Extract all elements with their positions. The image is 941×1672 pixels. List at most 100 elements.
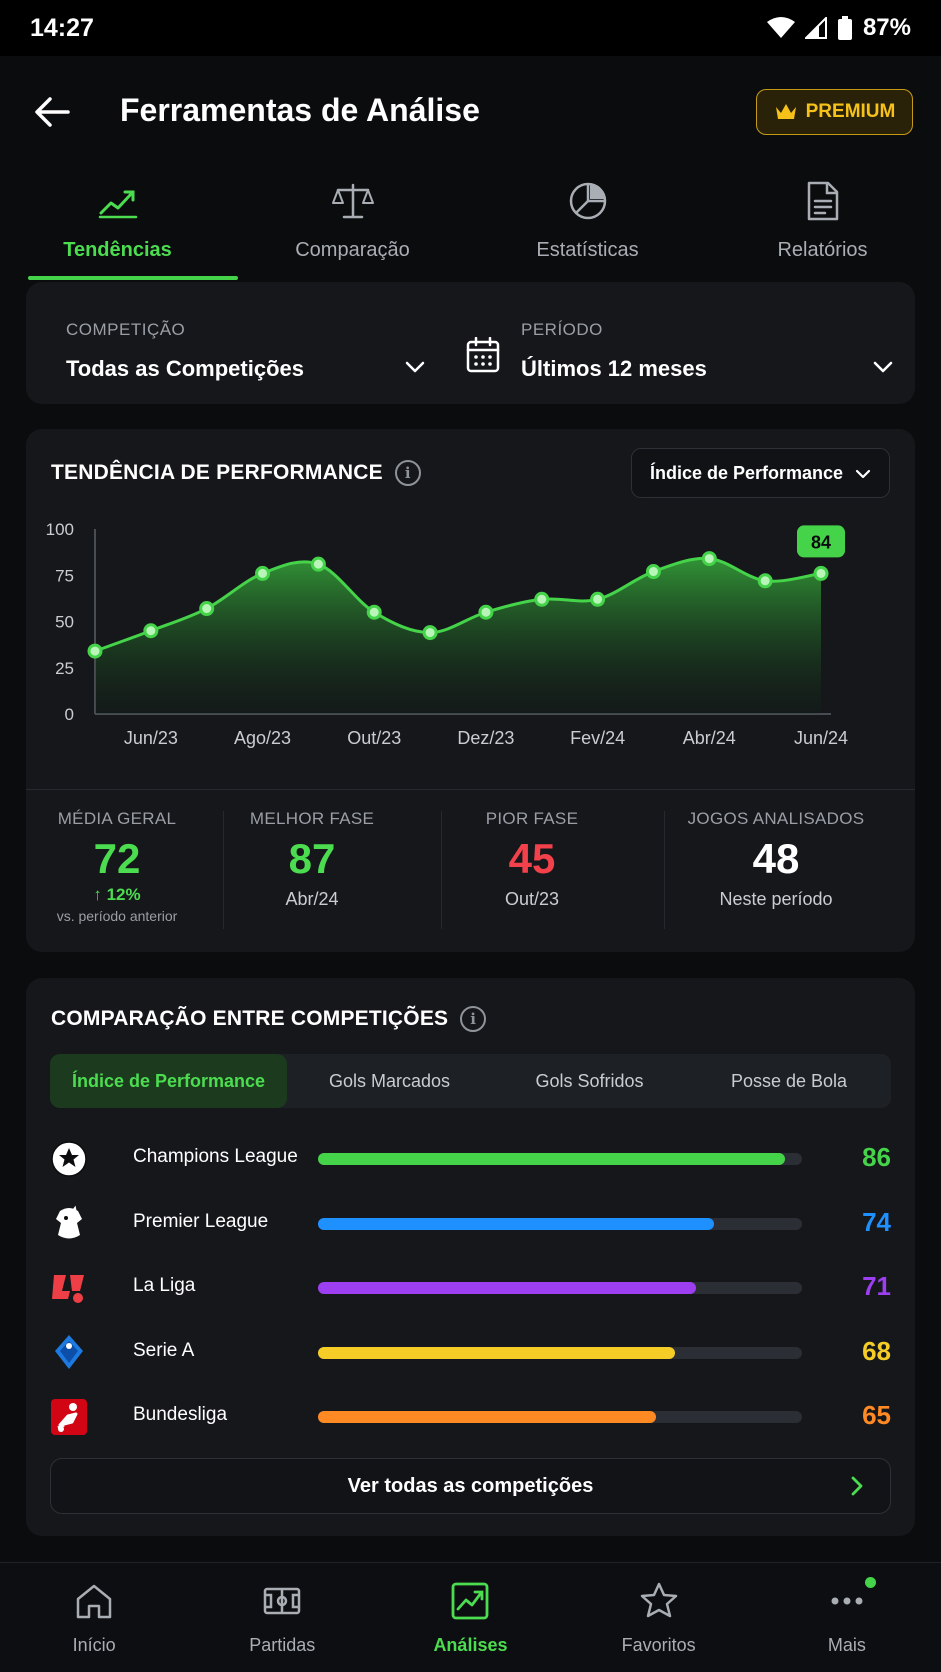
status-time: 14:27 xyxy=(30,13,94,42)
competition-value: 65 xyxy=(862,1400,891,1430)
more-icon xyxy=(831,1597,863,1605)
data-point xyxy=(534,591,550,607)
page-title: Ferramentas de Análise xyxy=(120,92,480,128)
data-point xyxy=(310,556,326,572)
competition-row[interactable]: Bundesliga 65 xyxy=(50,1394,891,1438)
app-header: Ferramentas de Análise PREMIUM xyxy=(0,56,941,174)
progress-track xyxy=(318,1282,802,1294)
competition-name: Bundesliga xyxy=(133,1404,228,1425)
nav-partidas[interactable]: Partidas xyxy=(188,1563,376,1672)
tab-label: Tendências xyxy=(63,239,172,261)
data-point xyxy=(366,604,382,620)
scale-icon xyxy=(331,179,375,223)
data-point xyxy=(645,564,661,580)
data-point xyxy=(478,604,494,620)
data-point xyxy=(590,591,606,607)
nav-label: Análises xyxy=(433,1635,508,1655)
competition-name: La Liga xyxy=(133,1275,196,1296)
stat-label: JOGOS ANALISADOS xyxy=(687,809,865,828)
signal-icon xyxy=(804,17,827,39)
competition-row[interactable]: Champions League 86 xyxy=(50,1136,891,1180)
info-icon[interactable]: i xyxy=(394,460,421,486)
progress-fill xyxy=(318,1153,786,1165)
tab-tendencias[interactable]: Tendências xyxy=(0,174,238,282)
tab-estatisticas[interactable]: Estatísticas xyxy=(470,174,705,282)
x-tick-label: Dez/23 xyxy=(457,728,514,748)
back-arrow-icon[interactable] xyxy=(32,92,72,132)
progress-track xyxy=(318,1153,802,1165)
y-tick-label: 50 xyxy=(55,613,74,632)
stat-note: vs. período anterior xyxy=(56,908,178,924)
progress-fill xyxy=(318,1218,714,1230)
competition-name: Serie A xyxy=(133,1340,195,1361)
see-all-competitions-button[interactable]: Ver todas as competições xyxy=(50,1458,891,1514)
competition-value: 86 xyxy=(862,1142,891,1172)
competition-filter[interactable]: COMPETIÇÃO Todas as Competições xyxy=(26,282,466,404)
nav-mais[interactable]: Mais xyxy=(753,1563,941,1672)
segment-goals-conceded[interactable]: Gols Sofridos xyxy=(535,1070,644,1091)
segment-goals-scored[interactable]: Gols Marcados xyxy=(328,1070,451,1091)
tab-label: Estatísticas xyxy=(536,239,639,261)
trend-icon xyxy=(96,179,140,223)
trend-title-text: TENDÊNCIA DE PERFORMANCE xyxy=(51,461,383,484)
data-point xyxy=(422,625,438,641)
competition-row[interactable]: Serie A 68 xyxy=(50,1330,891,1374)
divider xyxy=(441,811,442,929)
competition-value: 74 xyxy=(862,1207,891,1237)
segment-performance[interactable]: Índice de Performance xyxy=(50,1054,287,1108)
filters-card: COMPETIÇÃO Todas as Competições PERÍODO … xyxy=(26,282,915,404)
nav-analises[interactable]: Análises xyxy=(376,1563,564,1672)
metric-segmented-control: Índice de Performance Gols Marcados Gols… xyxy=(50,1054,891,1108)
pitch-icon xyxy=(264,1587,301,1615)
progress-fill xyxy=(318,1411,656,1423)
premium-label: PREMIUM xyxy=(805,101,896,122)
last-value-badge xyxy=(797,525,845,558)
stat-best: MELHOR FASE 87 Abr/24 xyxy=(226,809,398,910)
progress-track xyxy=(318,1347,802,1359)
battery-percent: 87% xyxy=(862,14,911,41)
segment-possession[interactable]: Posse de Bola xyxy=(730,1070,848,1091)
stat-delta: ↑ 12% xyxy=(93,885,141,904)
competition-row[interactable]: La Liga 71 xyxy=(50,1265,891,1309)
stat-sub: Neste período xyxy=(719,889,833,909)
data-point xyxy=(701,551,717,567)
stat-value: 45 xyxy=(508,835,556,882)
chevron-down-icon xyxy=(405,361,425,373)
x-tick-label: Jun/24 xyxy=(794,728,848,748)
y-tick-label: 100 xyxy=(46,520,74,539)
chevron-right-icon xyxy=(851,1476,863,1496)
notification-dot xyxy=(864,1577,876,1588)
pie-chart-icon xyxy=(566,179,610,223)
bundesliga-logo xyxy=(51,1399,87,1435)
trend-chart: 0 25 50 75 100 Jun/23 Ago/23 Out/23 Dez/23 Fev/24… xyxy=(26,507,915,767)
x-tick-label: Abr/24 xyxy=(683,728,736,748)
y-tick-label: 25 xyxy=(55,659,74,678)
competition-name: Champions League xyxy=(133,1146,298,1167)
competition-row[interactable]: Premier League 74 xyxy=(50,1201,891,1245)
premium-button[interactable]: PREMIUM xyxy=(756,89,913,135)
info-icon[interactable]: i xyxy=(460,1006,487,1032)
x-tick-label: Jun/23 xyxy=(124,728,178,748)
stat-value: 48 xyxy=(752,835,800,882)
last-value-label: 84 xyxy=(811,532,831,552)
tab-relatorios[interactable]: Relatórios xyxy=(705,174,940,282)
divider xyxy=(223,811,224,929)
stat-label: PIOR FASE xyxy=(485,809,579,828)
comparison-title-text: COMPARAÇÃO ENTRE COMPETIÇÕES xyxy=(51,1007,449,1030)
metric-select[interactable]: Índice de Performance xyxy=(631,448,890,498)
nav-inicio[interactable]: Início xyxy=(0,1563,188,1672)
home-icon xyxy=(76,1584,112,1619)
trend-area xyxy=(95,558,821,714)
progress-fill xyxy=(318,1282,696,1294)
chevron-down-icon xyxy=(855,469,871,479)
nav-favoritos[interactable]: Favoritos xyxy=(565,1563,753,1672)
chevron-down-icon xyxy=(873,361,893,373)
period-label: PERÍODO xyxy=(521,320,603,339)
tab-comparacao[interactable]: Comparação xyxy=(235,174,470,282)
champions-league-logo xyxy=(51,1141,87,1177)
stat-label: MELHOR FASE xyxy=(249,809,375,828)
period-filter[interactable]: PERÍODO Últimos 12 meses xyxy=(466,282,915,404)
progress-track xyxy=(318,1411,802,1423)
see-all-label: Ver todas as competições xyxy=(347,1474,594,1497)
progress-track xyxy=(318,1218,802,1230)
